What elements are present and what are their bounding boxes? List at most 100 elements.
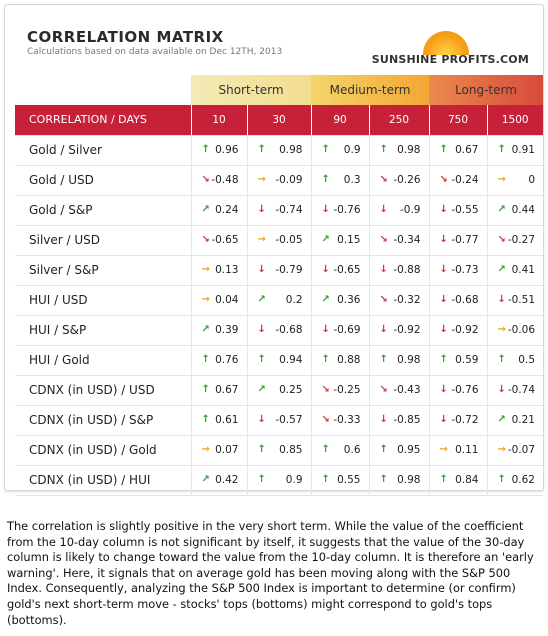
correlation-cell: → -0.05 — [246, 224, 311, 255]
up-right-arrow-icon: ↗ — [497, 264, 506, 275]
correlation-value: -0.88 — [393, 264, 421, 276]
right-arrow-icon: → — [497, 174, 506, 185]
correlation-value: -0.74 — [507, 384, 535, 396]
correlation-cell: ↓ -0.85 — [368, 404, 429, 435]
correlation-cell: ↑ 0.67 — [428, 134, 487, 165]
correlation-cell: ↑ 0.3 — [310, 164, 369, 195]
row-label: Silver / USD — [15, 224, 191, 255]
down-arrow-icon: ↓ — [257, 204, 266, 215]
correlation-cell: ↘ -0.32 — [368, 284, 429, 315]
correlation-value: 0.5 — [518, 354, 535, 366]
correlation-value: -0.51 — [507, 294, 535, 306]
correlation-cell: ↑ 0.85 — [246, 434, 311, 465]
down-arrow-icon: ↓ — [257, 414, 266, 425]
correlation-cell: ↓ -0.68 — [428, 284, 487, 315]
down-arrow-icon: ↓ — [321, 204, 330, 215]
right-arrow-icon: → — [497, 444, 506, 455]
correlation-cell: ↓ -0.92 — [428, 314, 487, 345]
correlation-value: 0.61 — [215, 414, 239, 426]
correlation-cell: ↗ 0.41 — [486, 254, 543, 285]
down-arrow-icon: ↓ — [321, 264, 330, 275]
up-arrow-icon: ↑ — [497, 354, 506, 365]
correlation-value: -0.65 — [211, 234, 239, 246]
commentary-text: The correlation is slightly positive in … — [7, 519, 534, 627]
correlation-value: -0.76 — [333, 204, 361, 216]
up-arrow-icon: ↑ — [439, 144, 448, 155]
down-arrow-icon: ↓ — [439, 234, 448, 245]
table-row: HUI / USD → 0.04 ↗ 0.2 ↗ 0.36 ↘ -0.32 ↓ -0.68 ↓ -0.5… — [15, 284, 543, 315]
correlation-value: -0.48 — [211, 174, 239, 186]
correlation-cell: ↑ 0.76 — [190, 344, 247, 375]
correlation-cell: ↘ -0.24 — [428, 164, 487, 195]
row-label: Silver / S&P — [15, 254, 191, 285]
correlation-cell: ↑ 0.98 — [368, 464, 429, 496]
correlation-cell: ↘ -0.43 — [368, 374, 429, 405]
correlation-cell: ↗ 0.2 — [246, 284, 311, 315]
correlation-cell: ↓ -0.92 — [368, 314, 429, 345]
up-arrow-icon: ↑ — [257, 354, 266, 365]
down-arrow-icon: ↓ — [257, 324, 266, 335]
correlation-value: 0.98 — [397, 144, 421, 156]
up-arrow-icon: ↑ — [257, 144, 266, 155]
correlation-cell: ↑ 0.95 — [368, 434, 429, 465]
correlation-value: -0.27 — [507, 234, 535, 246]
correlation-days-header: CORRELATION / DAYS — [15, 105, 191, 135]
correlation-cell: ↓ -0.69 — [310, 314, 369, 345]
correlation-cell: ↓ -0.79 — [246, 254, 311, 285]
right-arrow-icon: → — [201, 294, 210, 305]
term-band-row: Short-term Medium-term Long-term — [15, 75, 543, 105]
row-label: Gold / S&P — [15, 194, 191, 225]
correlation-value: -0.07 — [507, 444, 535, 456]
days-750-header: 750 — [428, 105, 487, 135]
correlation-cell: ↘ -0.65 — [190, 224, 247, 255]
correlation-value: 0.44 — [511, 204, 535, 216]
correlation-value: -0.76 — [451, 384, 479, 396]
up-arrow-icon: ↑ — [201, 354, 210, 365]
correlation-cell: ↑ 0.9 — [246, 464, 311, 496]
down-arrow-icon: ↓ — [257, 264, 266, 275]
correlation-value: -0.57 — [275, 414, 303, 426]
correlation-cell: ↑ 0.98 — [368, 134, 429, 165]
down-right-arrow-icon: ↘ — [379, 384, 388, 395]
correlation-cell: ↓ -0.72 — [428, 404, 487, 435]
correlation-cell: ↓ -0.9 — [368, 194, 429, 225]
correlation-value: 0.94 — [279, 354, 303, 366]
correlation-cell: ↑ 0.88 — [310, 344, 369, 375]
table-row: HUI / Gold ↑ 0.76 ↑ 0.94 ↑ 0.88 ↑ 0.98 ↑ 0.59 ↑ 0.5 — [15, 344, 543, 375]
correlation-cell: → 0 — [486, 164, 543, 195]
correlation-value: 0.39 — [215, 324, 239, 336]
table-row: Silver / S&P → 0.13 ↓ -0.79 ↓ -0.65 ↓ -0.88 ↓ -0.7… — [15, 254, 543, 285]
correlation-value: -0.69 — [333, 324, 361, 336]
correlation-value: -0.74 — [275, 204, 303, 216]
page-title: CORRELATION MATRIX — [27, 28, 224, 46]
correlation-value: 0.9 — [343, 144, 361, 156]
correlation-cell: ↓ -0.76 — [310, 194, 369, 225]
days-10-header: 10 — [190, 105, 247, 135]
correlation-cell: ↘ -0.33 — [310, 404, 369, 435]
correlation-cell: ↓ -0.57 — [246, 404, 311, 435]
correlation-cell: ↑ 0.98 — [246, 134, 311, 165]
down-arrow-icon: ↓ — [439, 294, 448, 305]
correlation-cell: ↑ 0.91 — [486, 134, 543, 165]
correlation-value: -0.72 — [451, 414, 479, 426]
row-label: Gold / USD — [15, 164, 191, 195]
correlation-cell: ↑ 0.94 — [246, 344, 311, 375]
correlation-value: -0.68 — [451, 294, 479, 306]
correlation-cell: ↑ 0.5 — [486, 344, 543, 375]
down-right-arrow-icon: ↘ — [439, 174, 448, 185]
up-right-arrow-icon: ↗ — [201, 474, 210, 485]
correlation-value: 0.36 — [337, 294, 361, 306]
row-label: HUI / USD — [15, 284, 191, 315]
correlation-value: -0.85 — [393, 414, 421, 426]
correlation-value: -0.73 — [451, 264, 479, 276]
table-header-row: CORRELATION / DAYS 10 30 90 250 750 1500 — [15, 105, 543, 135]
correlation-value: 0.76 — [215, 354, 239, 366]
up-arrow-icon: ↑ — [379, 444, 388, 455]
sunshine-profits-logo[interactable]: SUNSHINE PROFITS.COM — [372, 31, 529, 71]
correlation-cell: → -0.09 — [246, 164, 311, 195]
row-label: HUI / S&P — [15, 314, 191, 345]
correlation-value: 0.91 — [511, 144, 535, 156]
correlation-value: 0.25 — [279, 384, 303, 396]
up-arrow-icon: ↑ — [321, 174, 330, 185]
correlation-value: 0.98 — [279, 144, 303, 156]
